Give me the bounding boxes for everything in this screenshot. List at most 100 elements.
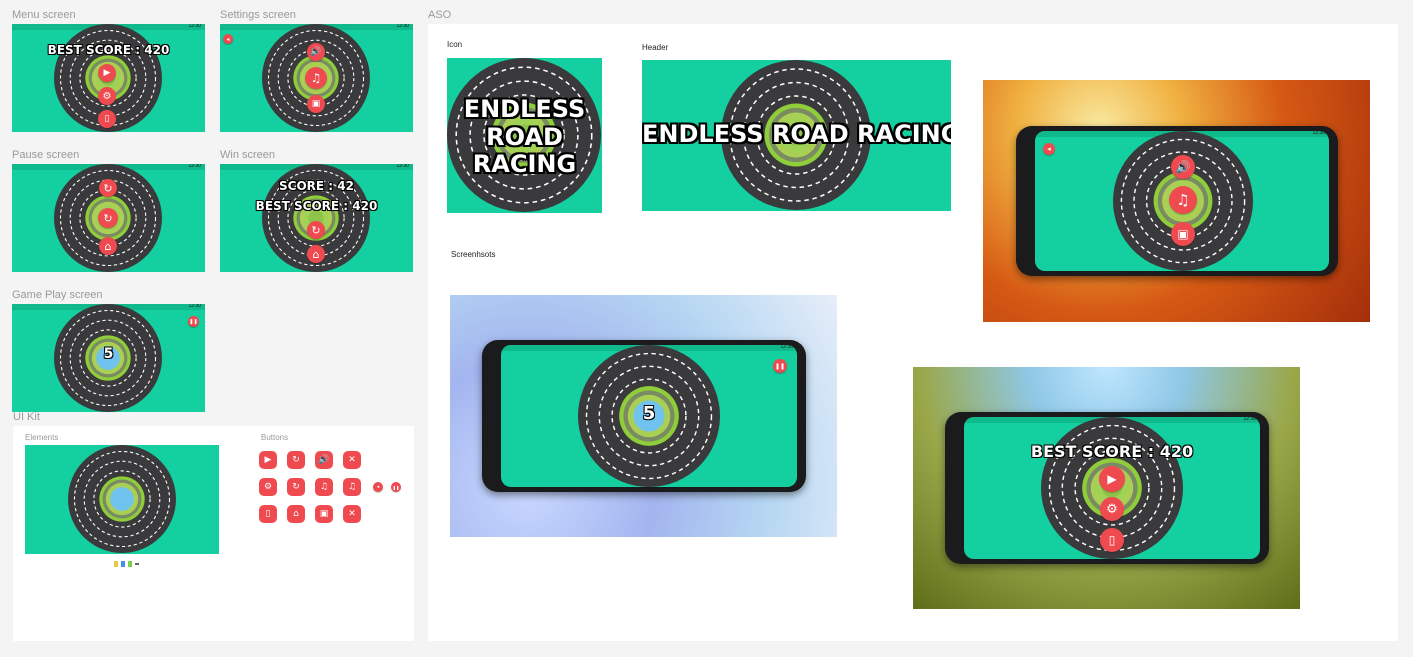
- back-button[interactable]: ◂: [223, 34, 233, 44]
- status-time: 12:30: [1312, 131, 1325, 136]
- win-screen: 12:30 SCORE : 42 BEST SCORE : 420 ↻ ⌂: [220, 164, 413, 272]
- play-button[interactable]: ▶: [98, 64, 116, 82]
- best-score-text: BEST SCORE : 420: [47, 43, 170, 57]
- game-play-screen: 12:30 5 ❚❚: [12, 304, 205, 412]
- pause-screen-label: Pause screen: [12, 149, 80, 161]
- phone-screen: 12:30 BEST SCORE : 420 ▶ ⚙ ▯: [964, 417, 1260, 559]
- exit-icon: ▯: [1108, 533, 1116, 547]
- best-score-text: BEST SCORE : 420: [255, 199, 378, 213]
- home-icon: ⌂: [104, 239, 112, 253]
- menu-screen: 12:30 BEST SCORE : 420 ▶ ⚙ ▯: [12, 24, 205, 132]
- kit-sound-off-button[interactable]: ✕: [343, 451, 361, 469]
- home-button[interactable]: ⌂: [307, 245, 325, 263]
- kit-vibrate-on-button[interactable]: ▣: [315, 505, 333, 523]
- screenshots-label: Screenhsots: [451, 250, 496, 259]
- kit-resume-button[interactable]: ↻: [287, 451, 305, 469]
- race-track: [447, 58, 601, 212]
- pause-screen: 12:30 ↻ ↻ ⌂: [12, 164, 205, 272]
- status-time: 12:30: [188, 304, 201, 309]
- exit-button[interactable]: ▯: [98, 110, 116, 128]
- back-button[interactable]: ◂: [1043, 143, 1055, 155]
- gear-icon: ⚙: [102, 90, 112, 102]
- kit-music-on-button[interactable]: ♫: [315, 478, 333, 496]
- aso-label: ASO: [428, 9, 452, 21]
- vibration-off-icon: ✕: [348, 509, 356, 519]
- vibration-button[interactable]: ▣: [307, 95, 325, 113]
- speaker-icon: 🔊: [1175, 160, 1191, 174]
- ui-kit-panel: Elements Buttons ▶ ↻ 🔊 ✕ ⚙ ↻ ♫ ♫ ◂ ❚❚ ▯ …: [13, 426, 414, 641]
- kit-play-button[interactable]: ▶: [259, 451, 277, 469]
- title-full: ENDLESS ROAD RACING: [642, 120, 951, 148]
- music-note-icon: ♫: [310, 71, 322, 85]
- kit-home-button[interactable]: ⌂: [287, 505, 305, 523]
- mute-icon: ✕: [348, 455, 356, 465]
- pause-button[interactable]: ❚❚: [773, 359, 787, 373]
- music-button[interactable]: ♫: [305, 67, 327, 89]
- home-icon: ⌂: [312, 247, 320, 261]
- home-button[interactable]: ⌂: [99, 237, 117, 255]
- countdown-text: 5: [103, 346, 114, 362]
- music-note-icon: ♫: [1176, 191, 1190, 209]
- status-time: 12:30: [188, 164, 201, 169]
- kit-pause-button[interactable]: ❚❚: [391, 482, 401, 492]
- restart-icon: ↻: [311, 223, 321, 237]
- phone-frame: 12:30 ◂ 🔊 ♫ ▣: [1016, 126, 1338, 276]
- phone-frame: 12:30 5 ❚❚: [482, 340, 806, 492]
- settings-screen: 12:30 ◂ 🔊 ♫ ▣: [220, 24, 413, 132]
- kit-restart-button[interactable]: ↻: [287, 478, 305, 496]
- menu-screen-label: Menu screen: [12, 9, 76, 21]
- resume-button[interactable]: ↻: [99, 179, 117, 197]
- title-line-1: ENDLESS: [463, 95, 586, 123]
- win-screen-label: Win screen: [220, 149, 276, 161]
- race-track: [54, 304, 162, 412]
- title-line-3: RACING: [472, 150, 577, 178]
- best-score-text: BEST SCORE : 420: [1030, 442, 1194, 461]
- countdown-text: 5: [642, 403, 656, 424]
- kit-exit-button[interactable]: ▯: [259, 505, 277, 523]
- restart-button[interactable]: ↻: [98, 208, 118, 228]
- kit-settings-button[interactable]: ⚙: [259, 478, 277, 496]
- speaker-icon: 🔊: [318, 455, 330, 465]
- status-time: 12:30: [780, 345, 793, 350]
- back-arrow-icon: ◂: [376, 484, 380, 490]
- vibration-icon: ▣: [311, 99, 321, 109]
- elements-preview: [25, 445, 219, 554]
- kit-back-button[interactable]: ◂: [373, 482, 383, 492]
- elements-label: Elements: [25, 433, 59, 442]
- pause-button[interactable]: ❚❚: [188, 316, 199, 327]
- play-icon: ▶: [264, 455, 272, 465]
- status-time: 12:30: [1243, 417, 1256, 422]
- vibration-icon: ▣: [1177, 227, 1189, 241]
- resume-icon: ↻: [103, 181, 113, 195]
- exit-button[interactable]: ▯: [1100, 528, 1124, 552]
- app-icon-artwork: ENDLESS ROAD RACING: [447, 58, 602, 213]
- race-track: [578, 345, 720, 487]
- gear-icon: ⚙: [1106, 501, 1118, 517]
- speaker-icon: 🔊: [310, 47, 322, 57]
- kit-music-off-button[interactable]: ♫: [343, 478, 361, 496]
- music-button[interactable]: ♫: [1169, 186, 1197, 214]
- exit-icon: ▯: [104, 114, 110, 124]
- screenshot-settings: 12:30 ◂ 🔊 ♫ ▣: [983, 80, 1370, 322]
- title-line-2: ROAD: [486, 123, 563, 151]
- score-text: SCORE : 42: [279, 179, 354, 193]
- vibration-icon: ▣: [319, 509, 329, 519]
- phone-screen: 12:30 5 ❚❚: [501, 345, 797, 487]
- back-arrow-icon: ◂: [226, 35, 230, 43]
- play-icon: ▶: [103, 68, 111, 78]
- kit-vibrate-off-button[interactable]: ✕: [343, 505, 361, 523]
- pause-icon: ❚❚: [774, 362, 786, 370]
- kit-sound-on-button[interactable]: 🔊: [315, 451, 333, 469]
- gear-icon: ⚙: [263, 482, 273, 492]
- play-button[interactable]: ▶: [1099, 466, 1125, 492]
- vibration-button[interactable]: ▣: [1171, 222, 1195, 246]
- status-time: 12:30: [396, 164, 409, 169]
- home-icon: ⌂: [293, 509, 299, 519]
- settings-button[interactable]: ⚙: [98, 87, 116, 105]
- settings-button[interactable]: ⚙: [1100, 497, 1124, 521]
- sound-button[interactable]: 🔊: [1171, 155, 1195, 179]
- race-track: [721, 60, 871, 210]
- restart-button[interactable]: ↻: [307, 221, 325, 239]
- sound-button[interactable]: 🔊: [307, 43, 325, 61]
- pause-icon: ❚❚: [189, 318, 198, 325]
